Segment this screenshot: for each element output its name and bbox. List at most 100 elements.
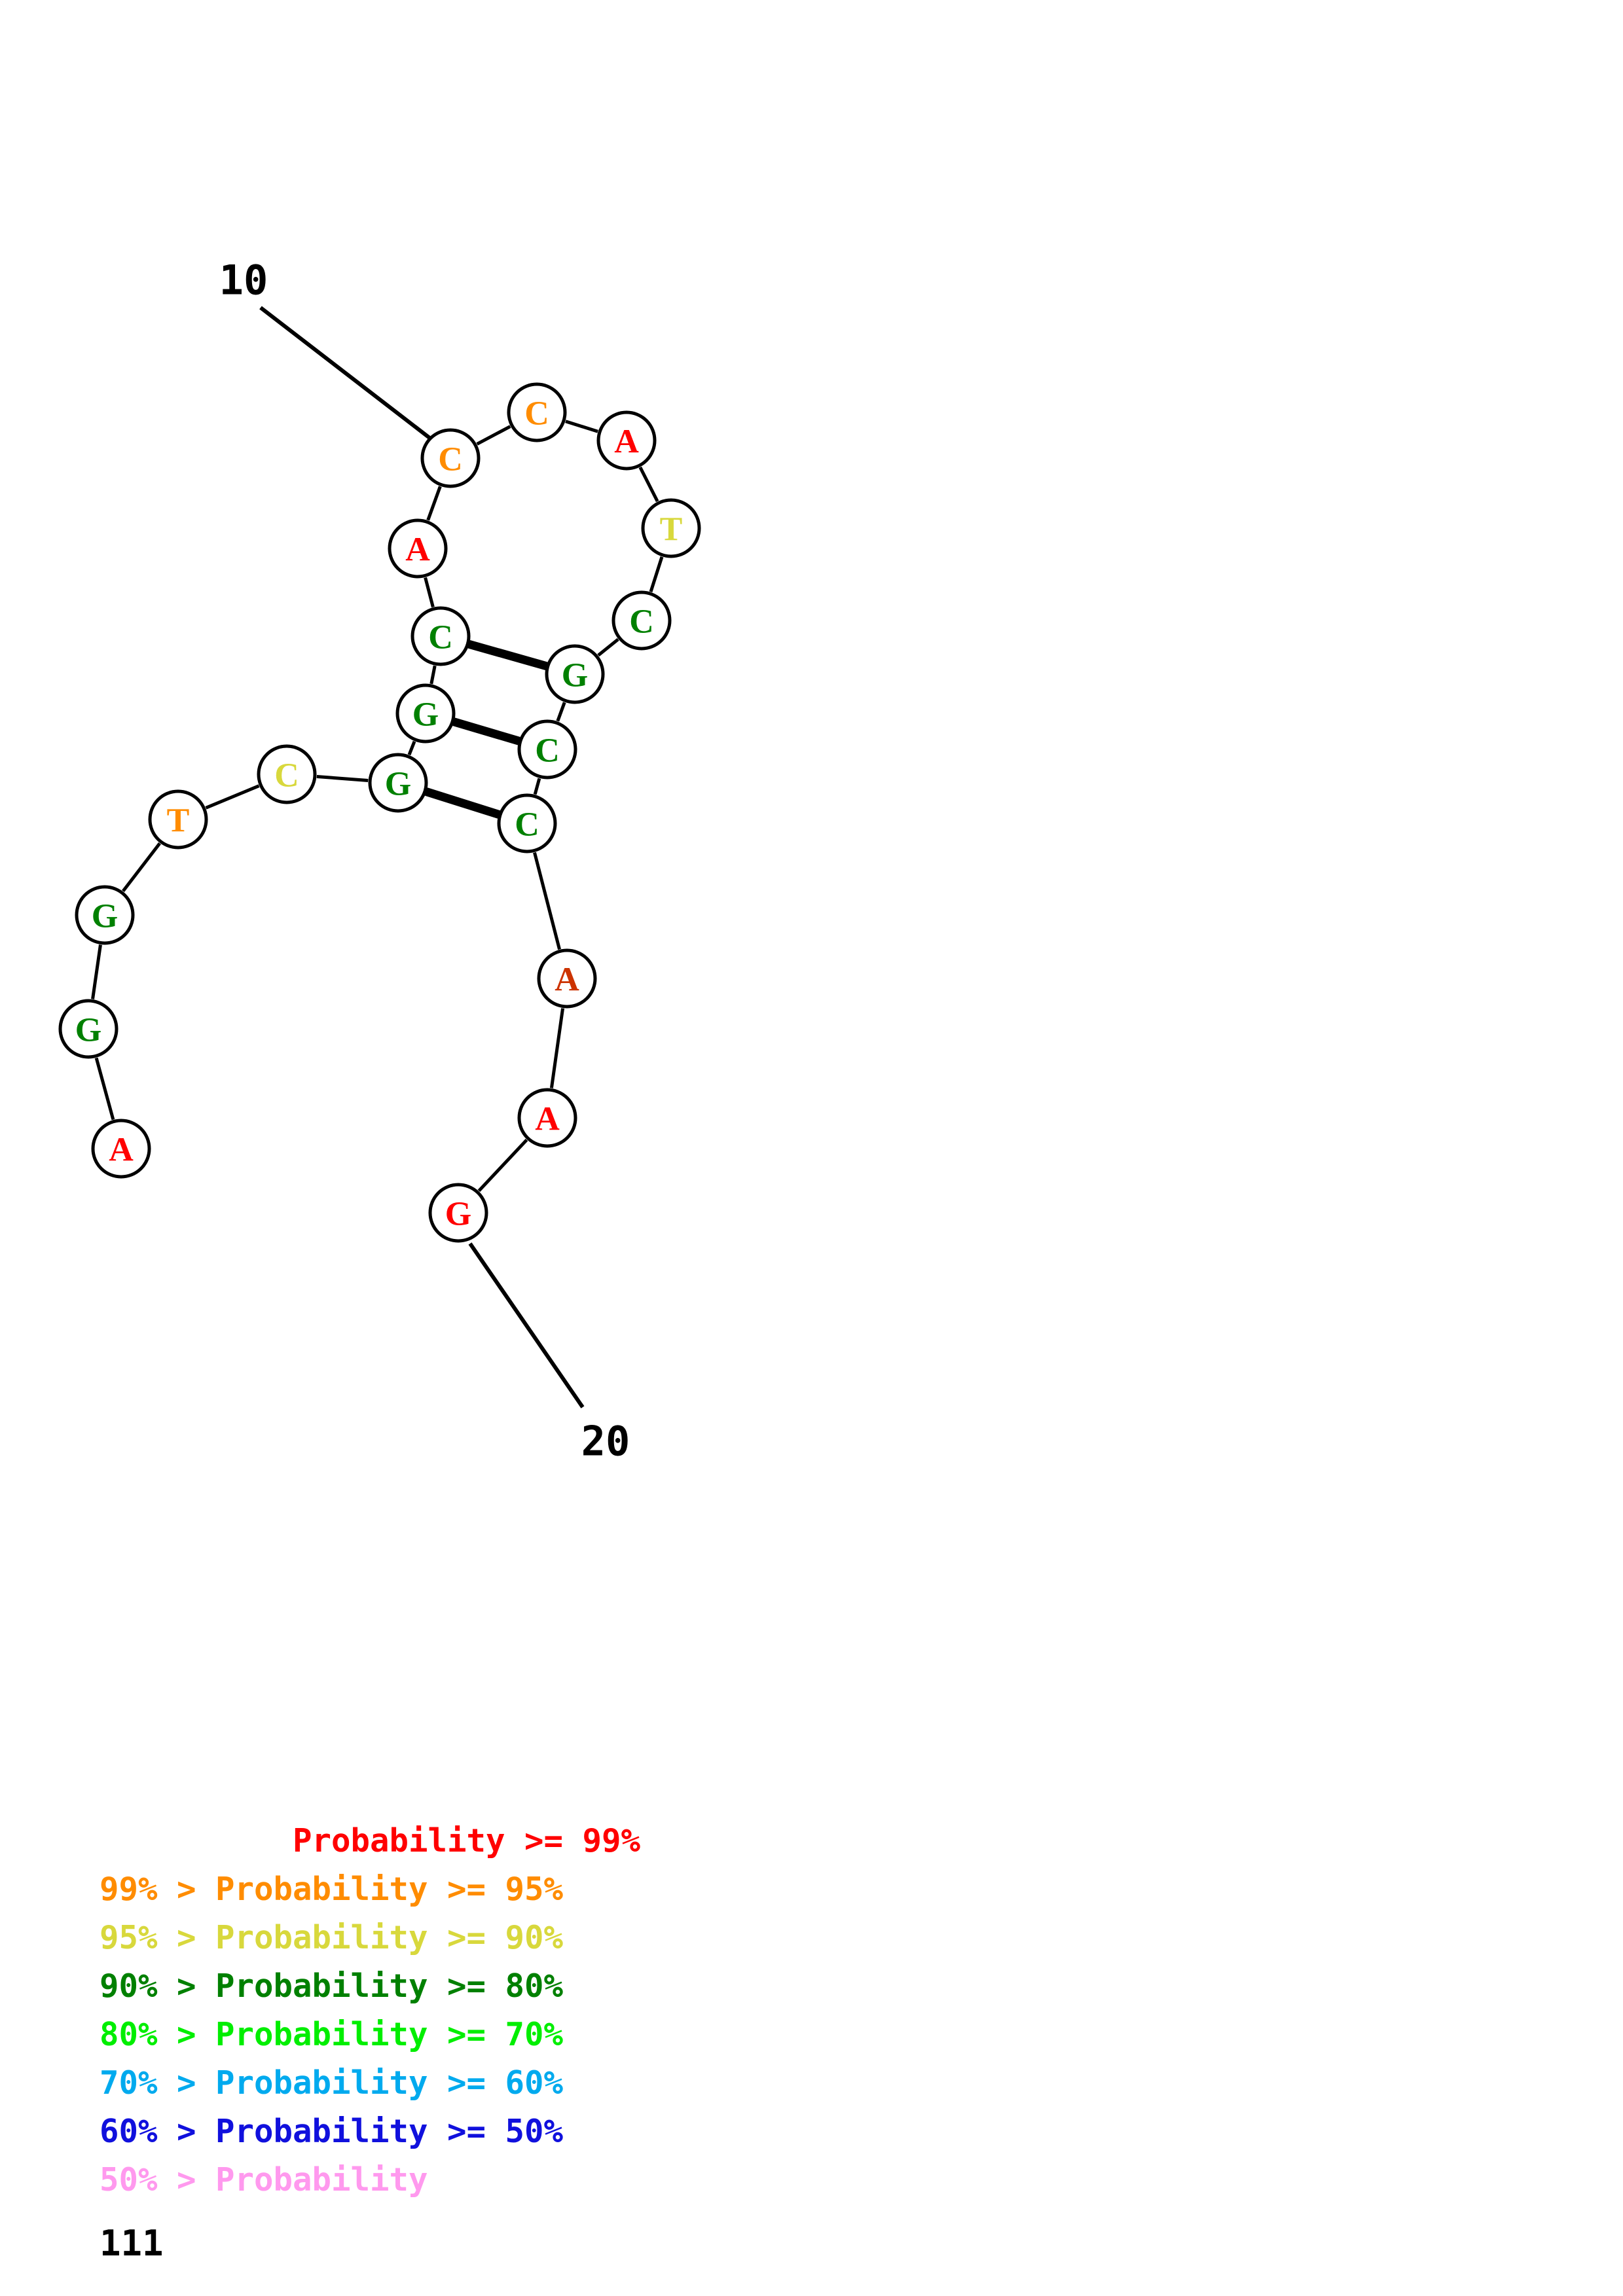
nucleotide-letter: A [555,961,579,999]
base-pair-layer [424,639,548,819]
nucleotide-g[interactable]: G [545,644,605,704]
nucleotide-circle [395,683,456,744]
backbone-bond [565,420,598,433]
nucleotide-g[interactable]: G [428,1183,488,1243]
nucleotide-circle [75,885,135,945]
nucleotide-c[interactable]: C [611,590,672,651]
backbone-bond [649,556,664,592]
nucleotide-a[interactable]: A [517,1088,577,1148]
nucleotide-letter: C [524,395,549,433]
nucleotide-a[interactable]: A [388,518,448,579]
backbone-bond [407,740,416,756]
nucleotide-letter: G [412,696,439,734]
legend-90-80: 90% > Probability >= 80% [100,1967,564,2005]
nucleotide-letter: A [535,1101,560,1138]
nucleotide-c[interactable]: C [507,382,567,442]
backbone-bond [429,665,437,685]
legend-99-95: 99% > Probability >= 95% [100,1871,564,1908]
nucleotide-g[interactable]: G [368,753,428,813]
nucleotide-a[interactable]: A [91,1119,151,1179]
nucleotide-t[interactable]: T [641,498,701,558]
legend-80-70: 80% > Probability >= 70% [100,2016,564,2053]
nucleotide-circle [368,753,428,813]
base-pair-bond [452,717,520,745]
backbone-bond [316,775,369,782]
legend-ge-99: Probability >= 99% [100,1822,641,1859]
nucleotide-letter: T [660,511,683,548]
nucleotide-letter: G [385,766,411,803]
backbone-bond [549,1008,565,1088]
position-leader-line [468,1242,585,1408]
nucleotide-letter: G [562,657,588,694]
nucleotide-c[interactable]: C [517,719,577,780]
nucleotide-letter: A [405,531,430,569]
backbone-bond [91,944,102,999]
nucleotide-c[interactable]: C [497,793,557,853]
nucleotide-letter: C [515,806,539,844]
nucleotide-circle [517,719,577,780]
position-label-layer: 10 20 [219,257,630,1465]
nucleotide-circle [545,644,605,704]
nucleotide-circle [388,518,448,579]
backbone-bond [122,842,161,893]
nucleotide-circle [517,1088,577,1148]
footer-count: 111 [100,2223,164,2264]
nucleotide-circle [497,793,557,853]
nucleotide-circle [537,948,597,1009]
nucleotide-a[interactable]: A [596,410,657,471]
position-leader-line [259,306,433,442]
nucleotide-circle [507,382,567,442]
nucleotide-circle [58,999,119,1059]
nucleotide-letter: C [535,732,560,770]
nucleotide-letter: C [274,757,299,795]
nucleotide-letter: C [428,619,453,656]
backbone-bond [533,778,541,795]
nucleotide-letter: C [629,603,654,641]
nucleotide-g[interactable]: G [75,885,135,945]
position-label: 20 [581,1418,630,1465]
nucleotide-letter: G [445,1196,471,1233]
nucleotide-t[interactable]: T [148,789,208,850]
position-label: 10 [219,257,268,304]
nucleotide-letter: A [109,1132,134,1169]
nucleotide-circle [596,410,657,471]
nucleotide-letter: C [438,441,463,478]
backbone-bond [205,784,260,810]
nucleotide-circle [641,498,701,558]
backbone-bond [426,486,442,521]
backbone-bond [94,1057,115,1121]
nucleotide-c[interactable]: C [257,744,317,804]
legend-below-50: 50% > Probability [100,2161,428,2198]
legend-95-90: 95% > Probability >= 90% [100,1919,564,1956]
backbone-bond [533,852,561,950]
nucleotide-letter: G [92,898,118,935]
legend-70-60: 70% > Probability >= 60% [100,2064,564,2102]
nucleotide-circle [148,789,208,850]
nucleotide-g[interactable]: G [58,999,119,1059]
nucleotide-circle [428,1183,488,1243]
legend-60-50: 60% > Probability >= 50% [100,2113,564,2150]
backbone-bond [638,466,659,503]
base-pair-bond [424,787,501,819]
position-leader-layer [259,306,585,1408]
nucleotide-circle [420,428,481,488]
backbone-bond [597,637,619,657]
nucleotide-letter: T [167,802,190,840]
nucleotide-circle [257,744,317,804]
nucleotide-circle [611,590,672,651]
nucleotide-letter: G [75,1012,101,1049]
nucleotide-letter: A [614,423,639,461]
backbone-bond-layer [91,420,664,1193]
nucleotide-c[interactable]: C [420,428,481,488]
backbone-bond [477,1138,528,1193]
backbone-bond [424,577,435,608]
nucleotide-c[interactable]: C [410,606,471,666]
nucleotide-a[interactable]: A [537,948,597,1009]
nucleotide-circle [91,1119,151,1179]
probability-legend: Probability >= 99% 99% > Probability >= 9… [100,1817,640,2204]
backbone-bond [476,425,511,446]
base-pair-bond [467,639,548,671]
nucleotide-g[interactable]: G [395,683,456,744]
